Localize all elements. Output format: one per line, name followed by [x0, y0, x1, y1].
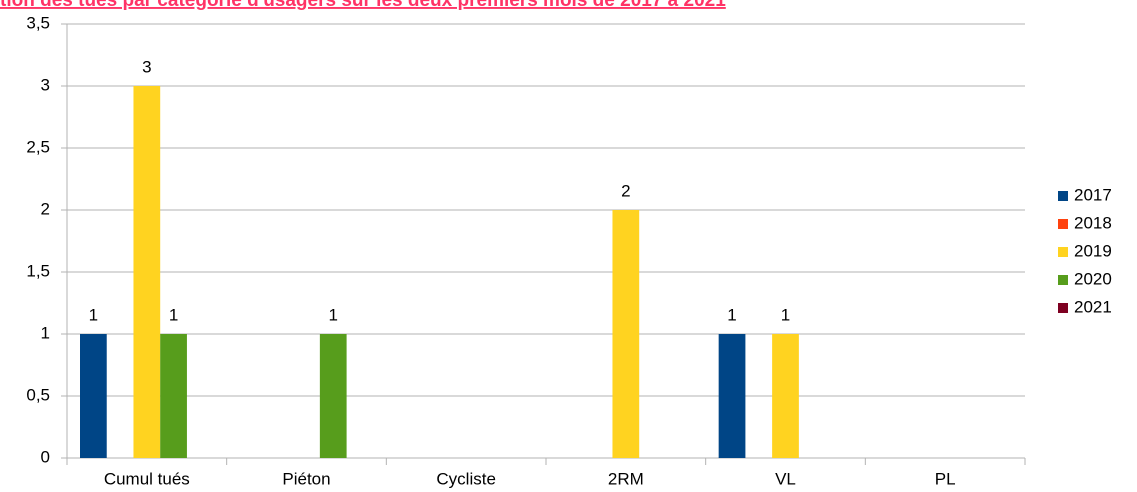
legend-label: 2018 — [1074, 213, 1112, 232]
data-label: 1 — [328, 305, 337, 324]
legend-swatch — [1058, 219, 1068, 229]
legend-label: 2019 — [1074, 241, 1112, 260]
legend-label: 2021 — [1074, 297, 1112, 316]
x-tick-label: 2RM — [608, 469, 644, 488]
legend-label: 2017 — [1074, 185, 1112, 204]
data-label: 1 — [781, 305, 790, 324]
bar — [319, 334, 347, 458]
x-tick-label: PL — [935, 469, 956, 488]
legend-label: 2020 — [1074, 269, 1112, 288]
y-tick-label: 0 — [41, 447, 50, 466]
chart-title: tion des tués par catégorie d'usagers su… — [0, 0, 726, 11]
data-label: 1 — [169, 305, 178, 324]
x-tick-label: VL — [775, 469, 796, 488]
legend-swatch — [1058, 303, 1068, 313]
data-label: 1 — [727, 305, 736, 324]
y-tick-label: 2,5 — [26, 137, 50, 156]
x-tick-label: Cycliste — [436, 469, 496, 488]
bar — [160, 334, 187, 458]
bar — [133, 86, 161, 458]
legend-swatch — [1058, 191, 1068, 201]
bar — [718, 334, 746, 458]
x-tick-label: Cumul tués — [104, 469, 190, 488]
legend-swatch — [1058, 247, 1068, 257]
y-tick-label: 3,5 — [26, 13, 50, 32]
y-tick-label: 1 — [41, 323, 50, 342]
data-label: 3 — [142, 57, 151, 76]
data-label: 2 — [621, 181, 630, 200]
data-label: 1 — [89, 305, 98, 324]
x-tick-label: Piéton — [282, 469, 330, 488]
y-tick-label: 2 — [41, 199, 50, 218]
y-tick-label: 3 — [41, 75, 50, 94]
y-tick-label: 0,5 — [26, 385, 50, 404]
bar — [772, 334, 799, 458]
y-tick-label: 1,5 — [26, 261, 50, 280]
legend-swatch — [1058, 275, 1068, 285]
bar — [612, 210, 640, 458]
bar — [80, 334, 107, 458]
